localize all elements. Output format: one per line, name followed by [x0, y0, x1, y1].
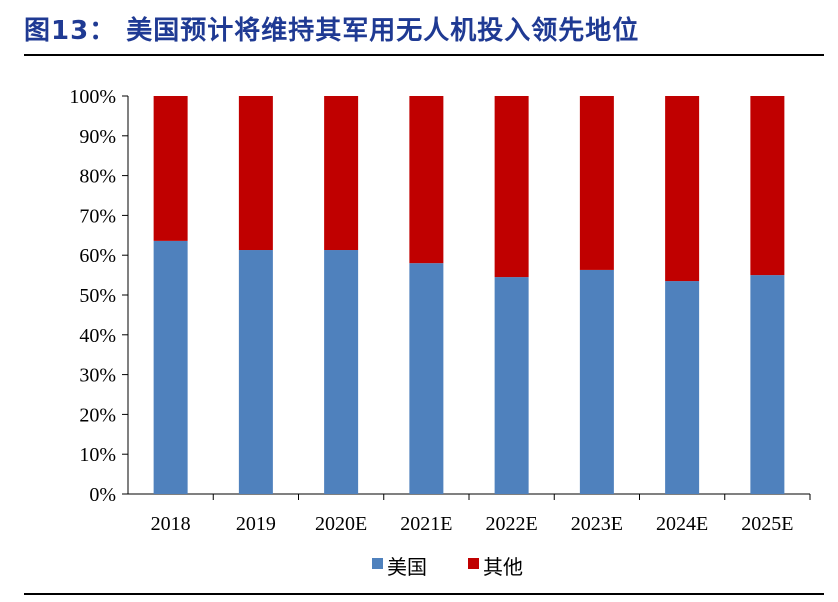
- y-tick-label: 90%: [79, 126, 116, 148]
- bar-usa: [579, 269, 614, 494]
- bar-usa: [238, 250, 273, 494]
- y-tick-label: 20%: [79, 404, 116, 426]
- x-tick-label: 2018: [151, 513, 191, 535]
- y-tick-label: 60%: [79, 245, 116, 267]
- y-tick-label: 80%: [79, 166, 116, 188]
- y-tick-label: 10%: [79, 444, 116, 466]
- x-tick-label: 2020E: [315, 513, 367, 535]
- bar-usa: [665, 281, 700, 494]
- legend-label: 其他: [483, 555, 523, 579]
- y-tick-label: 0%: [89, 484, 116, 506]
- y-tick-label: 70%: [79, 205, 116, 227]
- x-tick-label: 2024E: [656, 513, 708, 535]
- bar-usa: [750, 275, 785, 494]
- bar-usa: [494, 277, 529, 494]
- bar-other: [494, 96, 529, 278]
- x-tick-label: 2022E: [486, 513, 538, 535]
- legend-label: 美国: [387, 555, 427, 579]
- bar-usa: [324, 250, 359, 494]
- y-tick-label: 50%: [79, 285, 116, 307]
- x-tick-label: 2023E: [571, 513, 623, 535]
- bar-other: [750, 96, 785, 276]
- bar-usa: [153, 240, 188, 494]
- y-tick-label: 40%: [79, 325, 116, 347]
- bar-other: [153, 96, 188, 241]
- top-rule: [24, 54, 824, 56]
- y-tick-label: 100%: [69, 86, 116, 108]
- figure-title: 图13： 美国预计将维持其军用无人机投入领先地位: [24, 16, 640, 46]
- legend-swatch: [372, 558, 383, 569]
- y-tick-label: 30%: [79, 365, 116, 387]
- legend-swatch: [468, 558, 479, 569]
- x-tick-label: 2021E: [400, 513, 452, 535]
- x-tick-label: 2019: [236, 513, 276, 535]
- bar-usa: [409, 263, 444, 494]
- bar-other: [665, 96, 700, 282]
- bar-other: [324, 96, 359, 251]
- bar-other: [409, 96, 444, 264]
- x-tick-label: 2025E: [741, 513, 793, 535]
- bar-other: [238, 96, 273, 251]
- bottom-rule: [24, 593, 824, 595]
- bar-other: [579, 96, 614, 270]
